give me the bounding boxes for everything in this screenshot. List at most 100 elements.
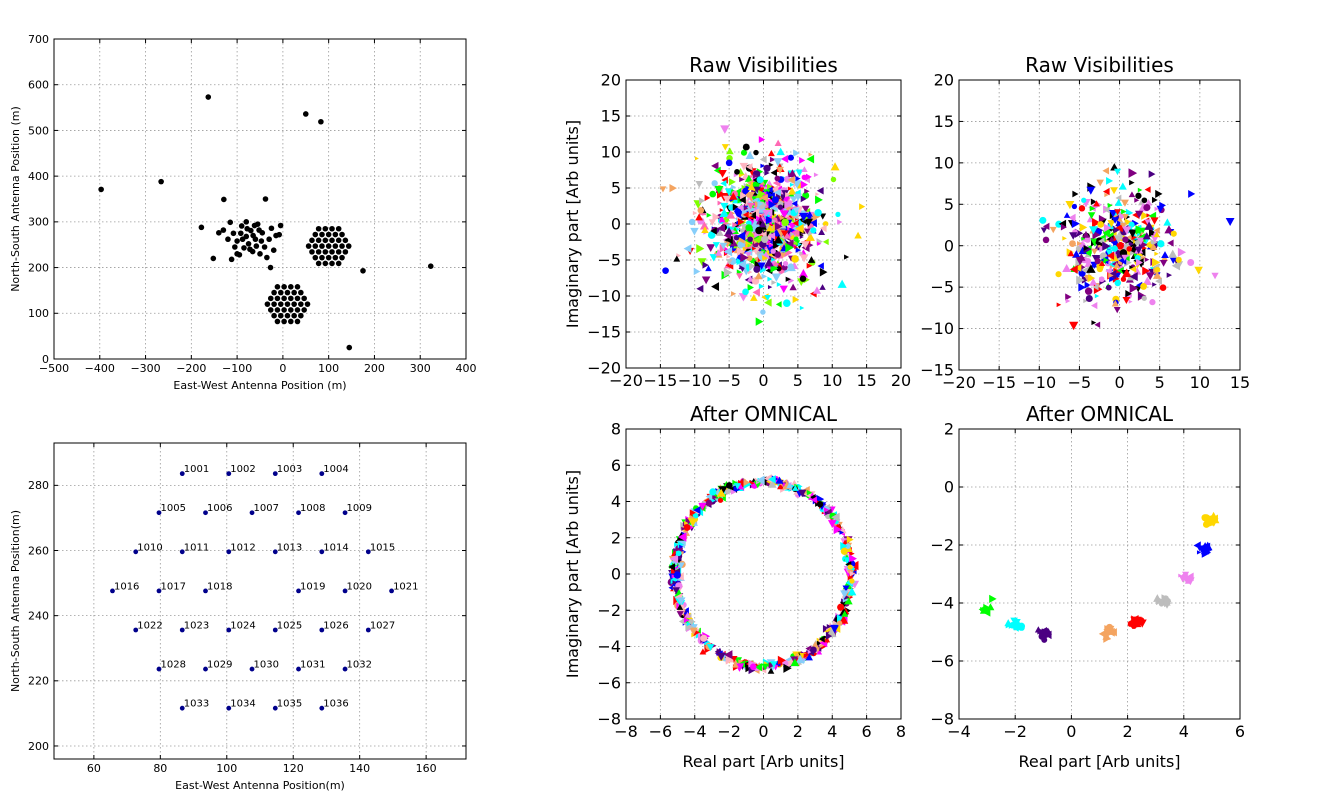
antenna-label: 1010 (137, 542, 162, 553)
y-tick-label: 200 (28, 261, 49, 274)
chart-6: −4 −2 0 2 4 6 −8 −6 −4 −2 0 2 After OMNICAL Real part… (930, 402, 1245, 771)
visibility-point (753, 186, 761, 194)
visibility-point (725, 159, 733, 167)
x-tick-label: 0 (1114, 373, 1124, 392)
visibility-point (774, 139, 782, 147)
visibility-point (676, 597, 686, 606)
antenna-point (205, 94, 212, 100)
visibility-point (747, 236, 753, 243)
visibility-point (1114, 198, 1123, 206)
visibility-point (718, 486, 728, 495)
visibility-point (830, 162, 840, 171)
visibility-point (692, 210, 698, 216)
antenna-point (253, 243, 260, 249)
visibility-point (1130, 265, 1137, 273)
visibility-point (734, 657, 743, 665)
antenna-point (312, 254, 319, 261)
axes-frame (958, 79, 1241, 371)
visibility-point (742, 288, 749, 296)
y-tick-label: −15 (920, 361, 954, 380)
x-tick-label: −100 (222, 362, 252, 375)
visibility-point (787, 263, 794, 270)
antenna-point (325, 243, 332, 249)
visibility-point (1144, 199, 1153, 206)
visibility-point (1155, 277, 1162, 285)
visibility-point (800, 241, 810, 250)
antenna-label: 1028 (160, 660, 185, 671)
visibility-point (1042, 222, 1050, 231)
visibility-point (1142, 232, 1151, 240)
visibility-point (1125, 290, 1132, 298)
antenna-point (329, 237, 335, 244)
visibility-point (754, 662, 763, 672)
visibility-point (831, 512, 840, 523)
x-axis-label: East-West Antenna Position(m) (175, 779, 345, 792)
y-tick-label: −5 (930, 278, 954, 297)
visibility-point (738, 259, 747, 269)
visibility-point (1156, 205, 1165, 213)
visibility-point (1108, 236, 1115, 242)
visibility-point (1062, 263, 1072, 273)
visibility-point (678, 532, 687, 542)
visibility-point (767, 667, 775, 674)
visibility-point (676, 611, 684, 618)
x-tick-label: 10 (822, 371, 842, 390)
y-tick-label: −10 (920, 319, 954, 338)
visibility-point (778, 251, 787, 259)
visibility-point (767, 183, 773, 190)
visibility-point (1105, 267, 1112, 275)
visibility-point (1098, 214, 1107, 223)
visibility-point (846, 535, 854, 544)
visibility-point (1078, 283, 1086, 292)
x-tick-label: 300 (410, 362, 431, 375)
visibility-point (1067, 250, 1075, 257)
antenna-point (345, 243, 352, 249)
antenna-label: 1011 (184, 542, 209, 553)
antenna-point (291, 301, 297, 307)
visibility-point (779, 285, 788, 294)
y-tick-label: 200 (28, 740, 49, 753)
visibility-point (725, 482, 733, 489)
visibility-point (1150, 238, 1158, 247)
visibility-point (795, 223, 804, 234)
x-tick-label: −15 (982, 373, 1016, 392)
antenna-point (294, 318, 301, 325)
visibility-point (717, 200, 723, 206)
visibility-point (683, 617, 690, 624)
y-axis-label: North-South Antenna Position (m) (9, 106, 22, 292)
antenna-point (325, 231, 332, 238)
visibility-point (693, 506, 701, 515)
visibility-point (849, 578, 855, 584)
antenna-point (342, 237, 349, 244)
y-tick-label: 500 (28, 124, 49, 137)
antenna-point (249, 666, 255, 672)
visibility-point (732, 222, 738, 228)
visibility-point (1134, 246, 1143, 255)
visibility-point (761, 663, 769, 671)
y-axis-label: Imaginary part [Arb units] (563, 470, 582, 678)
visibility-point (1109, 252, 1119, 262)
visibility-point (789, 283, 797, 291)
visibility-point (1144, 186, 1151, 193)
visibility-point (723, 267, 733, 278)
y-tick-label: 8 (611, 420, 621, 439)
visibility-point (804, 218, 813, 227)
visibility-point (689, 627, 698, 636)
visibility-point (695, 213, 703, 221)
visibility-point (719, 242, 728, 250)
antenna-label: 1004 (323, 464, 348, 475)
visibility-point (1111, 245, 1118, 252)
visibility-point (775, 301, 782, 308)
visibility-point (764, 295, 771, 301)
visibility-point (746, 202, 755, 210)
x-tick-label: 5 (793, 371, 803, 390)
visibility-point (1084, 281, 1091, 289)
visibility-point (786, 482, 793, 489)
antenna-point (319, 705, 325, 711)
visibility-point (773, 235, 783, 244)
antenna-point (322, 249, 329, 255)
visibility-point (1136, 258, 1144, 267)
antenna-point (335, 225, 342, 232)
antenna-point (291, 312, 297, 319)
visibility-point (1103, 223, 1112, 233)
